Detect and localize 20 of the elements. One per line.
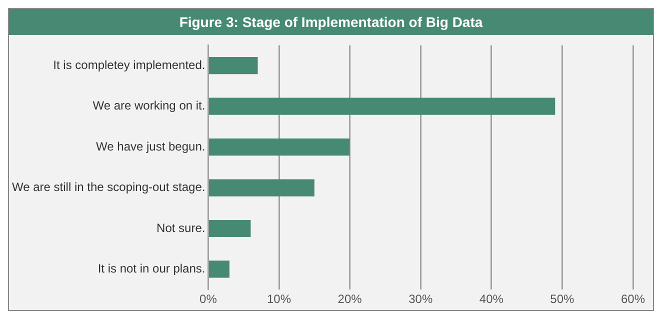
x-tick-label: 40% bbox=[479, 292, 504, 306]
y-tick-label: It is not in our plans. bbox=[98, 262, 206, 276]
bar bbox=[208, 57, 258, 74]
x-tick-label: 10% bbox=[266, 292, 292, 306]
x-tick-label: 50% bbox=[550, 292, 575, 306]
chart-title: Figure 3: Stage of Implementation of Big Data bbox=[9, 9, 653, 35]
y-tick-label: We are still in the scoping-out stage. bbox=[12, 180, 206, 194]
bar bbox=[208, 260, 230, 278]
bar bbox=[208, 220, 251, 238]
bar bbox=[208, 179, 314, 196]
x-tick-label: 30% bbox=[408, 292, 433, 306]
bar bbox=[208, 138, 350, 156]
y-tick-label: We are working on it. bbox=[92, 98, 206, 113]
x-tick-label: 20% bbox=[338, 292, 362, 306]
y-tick-label: Not sure. bbox=[156, 220, 206, 235]
x-tick-label: 60% bbox=[620, 292, 646, 306]
y-tick-label: It is completey implemented. bbox=[53, 58, 206, 72]
y-tick-label: We have just begun. bbox=[96, 139, 206, 154]
x-tick-label: 0% bbox=[200, 292, 218, 306]
bar bbox=[208, 98, 556, 115]
